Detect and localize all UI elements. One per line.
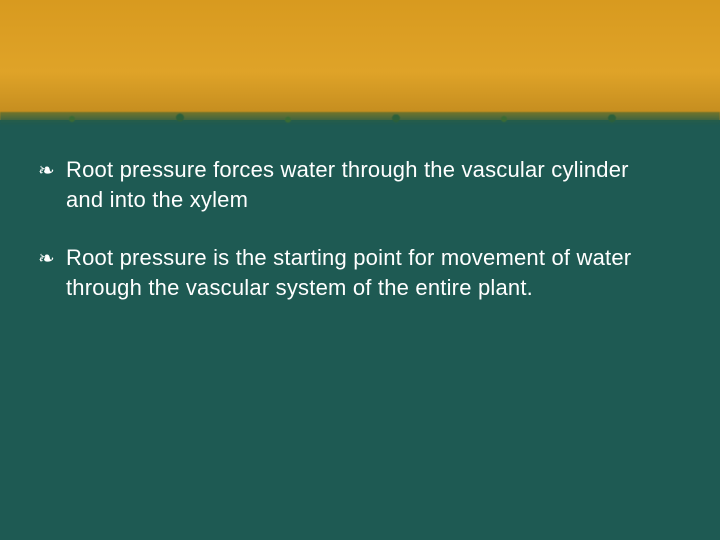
bullet-item: ❧ Root pressure is the starting point fo… <box>38 243 660 303</box>
slide-body: ❧ Root pressure forces water through the… <box>38 155 660 331</box>
bullet-text: Root pressure is the starting point for … <box>66 243 660 303</box>
header-textured-edge <box>0 112 720 126</box>
bullet-item: ❧ Root pressure forces water through the… <box>38 155 660 215</box>
header-band <box>0 0 720 120</box>
bullet-text: Root pressure forces water through the v… <box>66 155 660 215</box>
presentation-slide: ❧ Root pressure forces water through the… <box>0 0 720 540</box>
bullet-glyph-icon: ❧ <box>38 157 66 185</box>
bullet-glyph-icon: ❧ <box>38 245 66 273</box>
